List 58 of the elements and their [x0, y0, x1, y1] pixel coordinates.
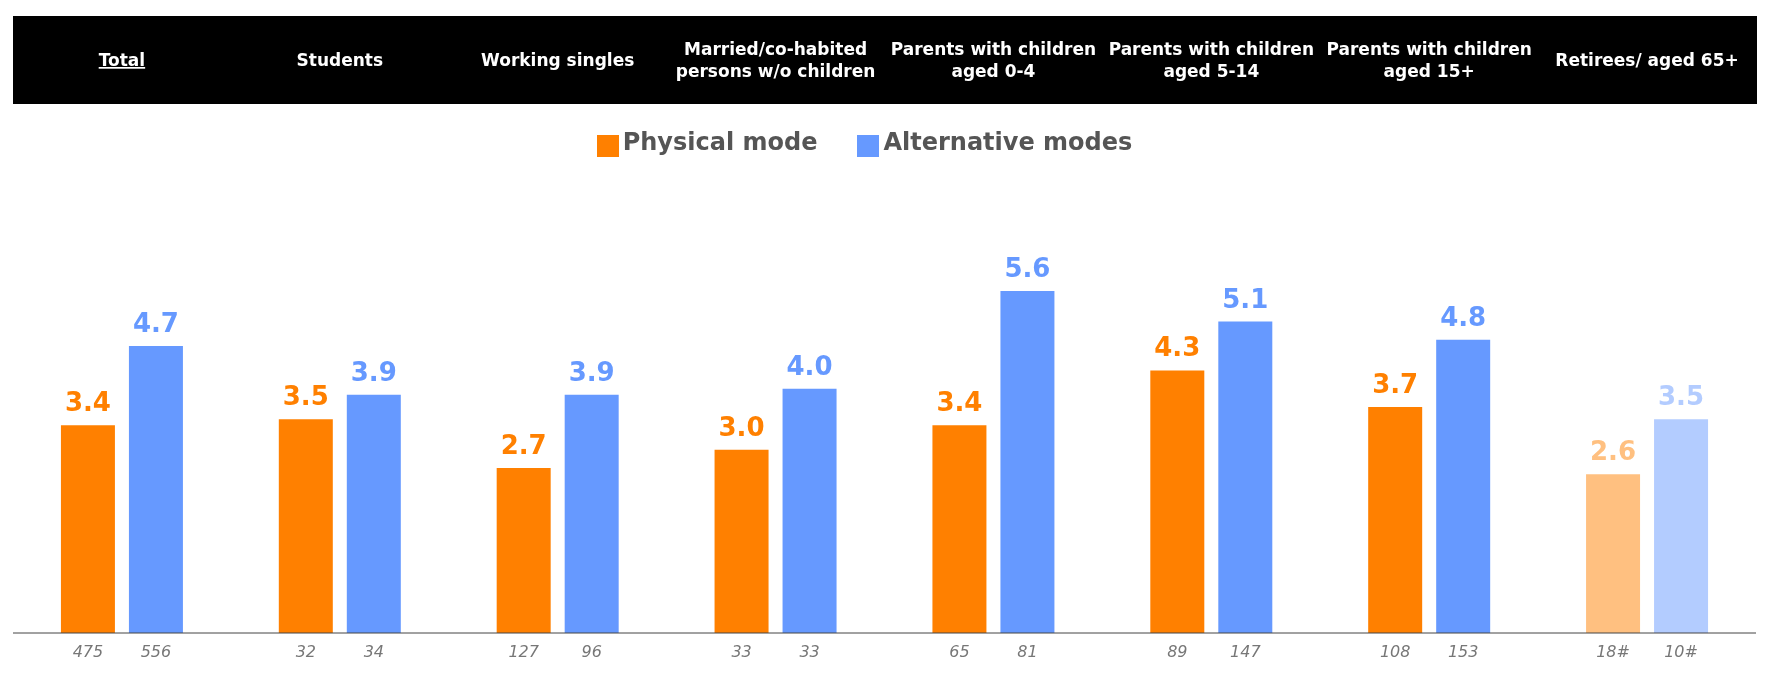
bar [496, 468, 551, 633]
bar [932, 425, 987, 633]
text: 33 [799, 642, 820, 661]
bar [1368, 407, 1423, 633]
data-label: 5.6 [1004, 252, 1051, 283]
bar [564, 394, 619, 633]
bar [346, 394, 401, 633]
data-label: 4.7 [132, 307, 179, 338]
x-tick-label: Parents with children aged 5-14 [1108, 39, 1314, 81]
bar [782, 388, 837, 633]
text: 96 [581, 642, 602, 661]
data-label: 4.0 [786, 350, 833, 381]
text: 18# [1596, 642, 1630, 661]
legend-label: Physical mode [622, 128, 818, 156]
text: 33 [731, 642, 752, 661]
bar [1436, 339, 1491, 633]
text: 32 [295, 642, 316, 661]
data-label: 3.5 [282, 381, 329, 412]
data-label: 3.9 [350, 356, 397, 387]
data-label: 3.7 [1372, 369, 1419, 400]
bar [1218, 321, 1273, 633]
text: 34 [363, 642, 384, 661]
text: 127 [508, 642, 540, 661]
data-label: 3.4 [64, 387, 111, 418]
x-tick-label: Working singles [481, 50, 635, 70]
text: 65 [949, 642, 970, 661]
data-label: 2.6 [1590, 436, 1637, 467]
bar [1000, 290, 1055, 633]
data-label: 3.5 [1658, 381, 1705, 412]
legend-label: Alternative modes [883, 128, 1133, 156]
text: 556 [140, 642, 172, 661]
data-label: 3.4 [936, 387, 983, 418]
data-label: 4.8 [1440, 301, 1487, 332]
bar [1150, 370, 1205, 633]
data-label: 2.7 [500, 430, 547, 461]
bar [714, 449, 769, 633]
bar [1586, 474, 1641, 633]
text: 475 [72, 642, 104, 661]
bar [278, 419, 333, 633]
bar [1654, 419, 1709, 633]
text: 108 [1379, 642, 1411, 661]
x-tick-label: Married/co-habited persons w/o children [675, 39, 876, 81]
x-tick-label: Parents with children aged 0-4 [890, 39, 1097, 81]
bar [128, 345, 183, 633]
bar [60, 425, 115, 633]
x-tick-label: Total [98, 50, 146, 70]
x-tick-label: Parents with children aged 15+ [1326, 39, 1532, 81]
x-tick-label: Retirees/ aged 65+ [1555, 50, 1739, 70]
x-tick-label: Students [296, 50, 384, 70]
text: 89 [1167, 642, 1188, 661]
data-label: 3.9 [568, 356, 615, 387]
text: 153 [1447, 642, 1479, 661]
data-label: 4.3 [1154, 332, 1201, 363]
text: 10# [1664, 642, 1698, 661]
data-label: 3.0 [718, 411, 765, 442]
text: 81 [1017, 642, 1038, 661]
text: 147 [1230, 642, 1262, 661]
data-label: 5.1 [1222, 283, 1269, 314]
